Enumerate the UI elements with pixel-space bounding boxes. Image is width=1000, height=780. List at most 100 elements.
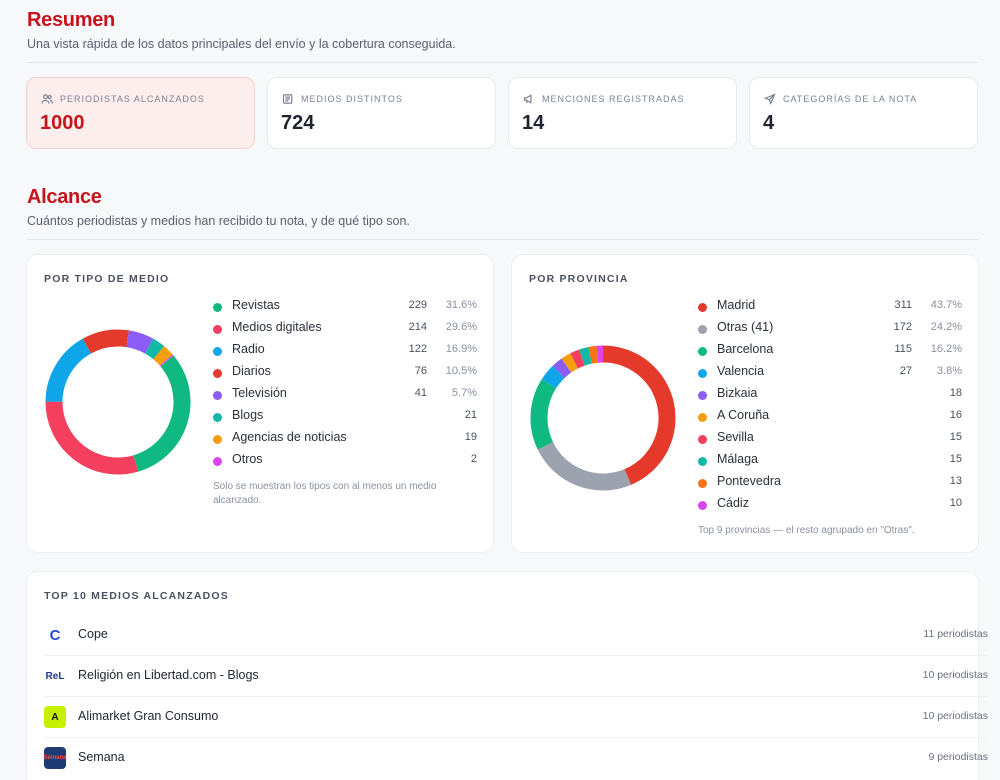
stat-card-periodistas: PERIODISTAS ALCANZADOS 1000 [26,77,255,149]
legend-percent: 31.6% [445,299,477,311]
media-logo: Semana [44,747,67,769]
legend-provincia: Madrid 311 43.7% Otras (41) 172 24.2% Barcelon… [698,298,962,518]
alcance-subtitle: Cuántos periodistas y medios han recibid… [27,214,410,228]
legend-percent: 29.6% [445,321,477,333]
legend-item: Madrid 311 43.7% [698,298,962,320]
donut-slice [541,365,565,389]
stat-card-medios: MEDIOS DISTINTOS 724 [267,77,496,149]
donut-slice [579,346,592,366]
card-title: TOP 10 MEDIOS ALCANZADOS [44,590,229,602]
divider [27,239,978,240]
legend-count: 214 [408,321,427,333]
card-top-medios: TOP 10 MEDIOS ALCANZADOS C Cope 11 periodi… [26,571,988,780]
legend-dot [213,325,222,334]
media-logo: ReL [44,665,66,687]
megaphone-icon [523,94,532,104]
card-provincia: POR PROVINCIA Madrid 311 43.7% Otras (41) 17… [511,254,979,553]
legend-percent: 3.8% [936,365,962,377]
legend-dot [698,413,707,422]
legend-label: Otros [232,452,263,466]
legend-item: Pontevedra 13 [698,474,962,496]
stat-value: 724 [281,112,315,134]
legend-item: Blogs 21 [213,408,477,430]
media-logo: A [44,706,66,728]
legend-item: Barcelona 115 16.2% [698,342,962,364]
legend-item: Valencia 27 3.8% [698,364,962,386]
media-row[interactable]: ReL Religión en Libertad.com - Blogs 10 pe… [44,656,988,697]
legend-item: Televisión 41 5.7% [213,386,477,408]
donut-slice [570,349,585,369]
donut-slice [82,329,130,354]
legend-count: 19 [464,431,477,443]
resumen-subtitle: Una vista rápida de los datos principale… [27,37,456,51]
donut-slice [45,401,139,475]
legend-item: Agencias de noticias 19 [213,430,477,452]
legend-dot [213,457,222,466]
legend-percent: 16.2% [930,343,962,355]
legend-count: 229 [408,299,427,311]
legend-count: 311 [894,299,912,311]
resumen-title: Resumen [27,9,115,31]
legend-item: Sevilla 15 [698,430,962,452]
legend-item: Radio 122 16.9% [213,342,477,364]
legend-label: Blogs [232,408,264,422]
legend-label: Cádiz [717,496,749,510]
legend-label: Diarios [232,364,271,378]
legend-count: 122 [408,343,427,355]
legend-label: Televisión [232,386,287,400]
donut-slice [133,355,191,472]
legend-dot [213,391,222,400]
media-name: Alimarket Gran Consumo [78,709,219,723]
legend-label: Medios digitales [232,320,322,334]
legend-tipo-medio: Revistas 229 31.6% Medios digitales 214 29.6%… [213,298,477,474]
chart-note: Solo se muestran los tipos con al menos … [213,481,437,506]
media-count: 10 periodistas [922,710,988,722]
donut-slice [126,330,154,354]
chart-note: Top 9 provincias — el resto agrupado en … [698,525,915,536]
stat-label: MEDIOS DISTINTOS [282,93,403,105]
legend-label: Otras (41) [717,320,774,334]
donut-slice [144,338,165,360]
legend-label: Radio [232,342,265,356]
send-icon [764,93,776,105]
donut-slice [537,441,632,491]
media-row[interactable]: C Cope 11 periodistas [44,615,988,656]
legend-dot [698,435,707,444]
media-name: Cope [78,627,108,641]
legend-count: 41 [414,387,427,399]
donut-slice [561,353,579,373]
legend-item: Otras (41) 172 24.2% [698,320,962,342]
alcance-title: Alcance [27,186,102,208]
legend-dot [698,479,707,488]
legend-label: Revistas [232,298,280,312]
legend-percent: 24.2% [930,321,962,333]
legend-label: Valencia [717,364,765,378]
donut-slice [153,346,173,366]
legend-dot [698,347,707,356]
media-row[interactable]: A Alimarket Gran Consumo 10 periodistas [44,697,988,738]
legend-label: Pontevedra [717,474,781,488]
stat-value: 4 [763,112,775,134]
donut-slice [159,354,174,367]
legend-label: Madrid [717,298,756,312]
legend-label: Sevilla [717,430,754,444]
legend-item: Diarios 76 10.5% [213,364,477,386]
media-logo: C [44,624,66,646]
stat-card-categorias: CATEGORÍAS DE LA NOTA 4 [749,77,978,149]
legend-count: 18 [949,387,962,399]
donut-slice [530,379,557,450]
legend-label: Barcelona [717,342,774,356]
card-title: POR TIPO DE MEDIO [44,273,170,285]
media-row[interactable]: Semana Semana 9 periodistas [44,738,988,779]
legend-item: Bizkaia 18 [698,386,962,408]
legend-item: Medios digitales 214 29.6% [213,320,477,342]
legend-count: 76 [414,365,427,377]
donut-slice [552,358,572,379]
legend-percent: 16.9% [445,343,477,355]
donut-slice [588,345,599,364]
legend-dot [698,303,707,312]
legend-label: A Coruña [717,408,770,422]
legend-item: Málaga 15 [698,452,962,474]
divider [27,62,978,63]
card-title: POR PROVINCIA [529,273,629,285]
